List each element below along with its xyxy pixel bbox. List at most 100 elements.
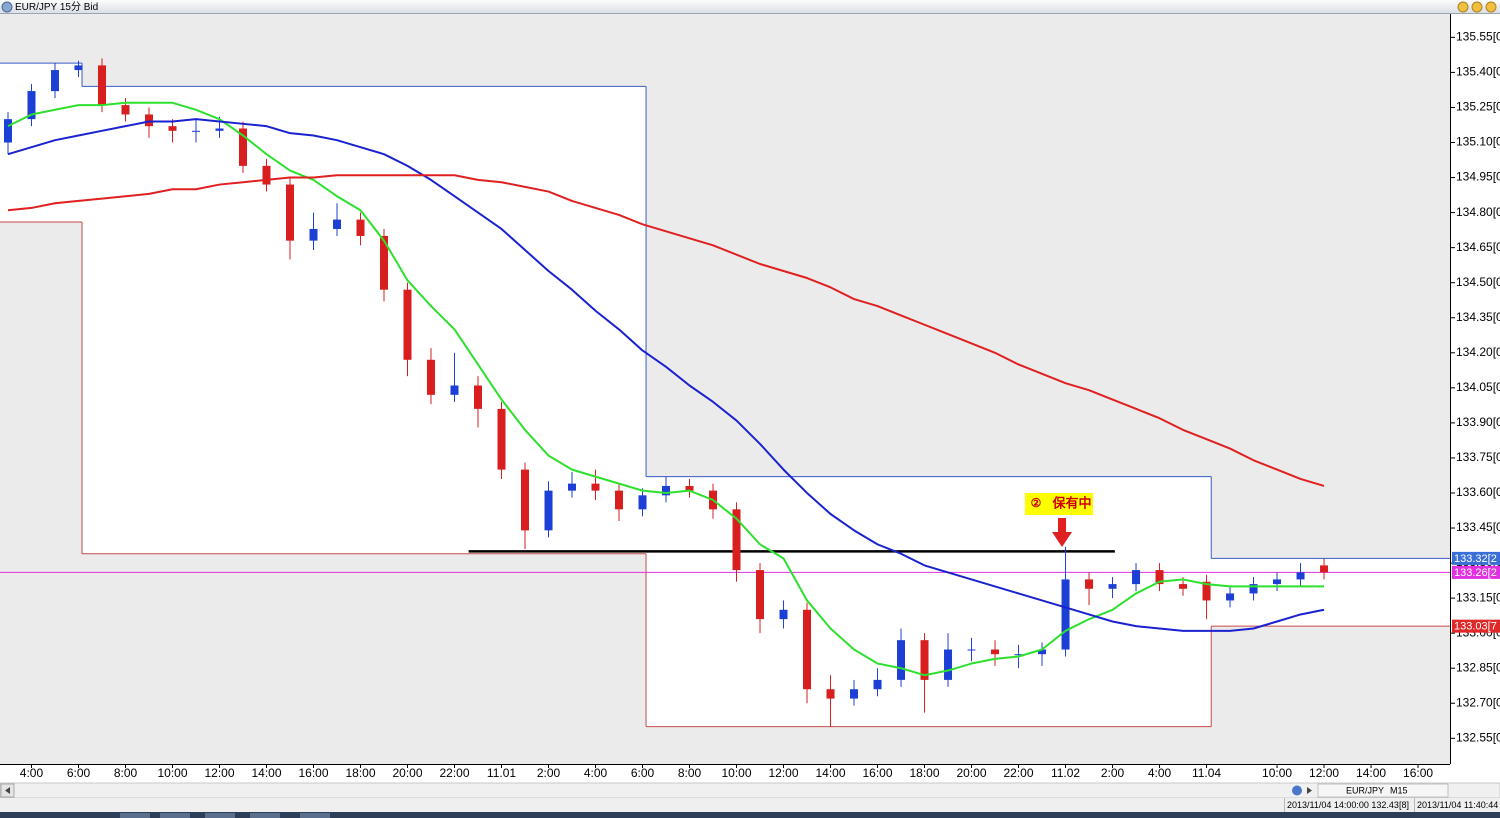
y-tick-label: 134.05[0 <box>1456 380 1500 394</box>
annotation-marker: ② <box>1031 496 1042 510</box>
x-tick-label: 11.04 <box>1192 766 1221 780</box>
status-bar <box>0 798 1500 812</box>
x-tick-label: 11.01 <box>487 766 516 780</box>
x-tick-label: 4:00 <box>584 766 608 780</box>
moving-average-line <box>7 118 1325 632</box>
candle-body <box>403 289 412 360</box>
price-tag-label: 133.32[2 <box>1454 553 1497 565</box>
candle-body <box>27 91 36 120</box>
candle-body <box>826 689 835 699</box>
candle-body <box>779 609 788 620</box>
x-tick-label: 11.02 <box>1051 766 1080 780</box>
x-tick-label: 12:00 <box>769 766 799 780</box>
candle-body <box>333 219 342 229</box>
candle-body <box>1155 570 1164 585</box>
annotation-text: 保有中 <box>1051 495 1091 510</box>
y-tick-label: 134.20[0 <box>1456 345 1500 359</box>
y-tick-label: 134.65[0 <box>1456 240 1500 254</box>
y-tick-label: 135.55[0 <box>1456 30 1500 44</box>
x-tick-label: 16:00 <box>863 766 893 780</box>
candle-body <box>144 114 153 127</box>
x-tick-label: 6:00 <box>67 766 91 780</box>
candle-body <box>1296 572 1305 580</box>
x-tick-label: 12:00 <box>204 766 234 780</box>
annotation-box <box>1025 493 1093 515</box>
candle-body <box>1226 593 1235 601</box>
candle-body <box>238 128 247 166</box>
price-tag <box>1452 619 1500 633</box>
y-tick-label: 135.25[0 <box>1456 100 1500 114</box>
candle-body <box>474 385 483 409</box>
maximize-button[interactable] <box>1471 1 1483 13</box>
y-axis-panel <box>1450 14 1500 764</box>
candle-body <box>97 65 106 106</box>
x-tick-label: 6:00 <box>631 766 655 780</box>
status-timeframe: M15 <box>1390 785 1408 795</box>
y-tick-label: 132.70[0 <box>1456 695 1500 709</box>
y-tick-label: 134.80[0 <box>1456 205 1500 219</box>
x-tick-label: 18:00 <box>910 766 940 780</box>
candle-body <box>967 649 976 651</box>
taskbar <box>0 812 1500 818</box>
candle-body <box>356 219 365 236</box>
y-tick-label: 135.10[0 <box>1456 135 1500 149</box>
x-tick-label: 18:00 <box>345 766 375 780</box>
y-tick-label: 133.90[0 <box>1456 415 1500 429</box>
taskbar-item[interactable] <box>205 813 235 818</box>
day-range-box <box>1211 558 1450 627</box>
x-tick-label: 10:00 <box>157 766 187 780</box>
window-icon <box>1 1 13 13</box>
y-tick-label: 135.40[0 <box>1456 65 1500 79</box>
day-range-box <box>82 86 647 554</box>
minimize-button[interactable] <box>1457 1 1469 13</box>
candle-body <box>309 228 318 241</box>
candle-body <box>521 469 530 531</box>
x-tick-label: 22:00 <box>439 766 469 780</box>
x-axis-panel <box>0 764 1500 783</box>
x-tick-label: 14:00 <box>251 766 281 780</box>
candle-body <box>1014 654 1023 656</box>
candle-body <box>380 235 389 290</box>
candle-body <box>1249 584 1258 594</box>
candle-body <box>591 483 600 491</box>
symbol-selector[interactable] <box>1317 783 1449 798</box>
taskbar-item[interactable] <box>120 813 150 818</box>
scroll-position-button[interactable] <box>1292 785 1302 796</box>
moving-average-line <box>7 174 1325 487</box>
taskbar-item[interactable] <box>160 813 190 818</box>
scrollbar[interactable] <box>0 782 1500 799</box>
candle-body <box>286 184 294 241</box>
y-tick-label: 132.85[0 <box>1456 660 1500 674</box>
y-tick-label: 134.95[0 <box>1456 170 1500 184</box>
candle-body <box>991 649 1000 655</box>
x-tick-label: 2:00 <box>537 766 561 780</box>
candle-body <box>1179 584 1188 589</box>
candle-body <box>215 128 224 131</box>
candle-body <box>497 408 506 470</box>
x-tick-label: 22:00 <box>1004 766 1034 780</box>
x-tick-label: 10:00 <box>1262 766 1292 780</box>
candle-body <box>638 495 647 510</box>
taskbar-item[interactable] <box>300 813 330 818</box>
close-button[interactable] <box>1485 1 1497 13</box>
candle-body <box>920 640 929 680</box>
candle-body <box>1273 579 1282 585</box>
status-clock: 2013/11/04 11:40:44 <box>1417 800 1498 810</box>
candle-body <box>756 570 765 620</box>
candle-body <box>732 509 741 571</box>
candle-body <box>3 119 12 143</box>
x-tick-label: 4:00 <box>1148 766 1172 780</box>
candle-body <box>74 65 83 71</box>
scroll-left-arrow <box>5 787 10 794</box>
candle-body <box>262 165 271 185</box>
taskbar-item[interactable] <box>250 813 280 818</box>
candle-body <box>897 640 906 680</box>
candle-body <box>1061 579 1070 650</box>
day-range-box <box>0 63 83 222</box>
y-tick-label: 133.15[0 <box>1456 590 1500 604</box>
candle-body <box>168 126 177 131</box>
scroll-right-arrow[interactable] <box>1307 787 1312 794</box>
annotation: ② 保有中 <box>1025 493 1093 547</box>
x-tick-label: 20:00 <box>392 766 422 780</box>
